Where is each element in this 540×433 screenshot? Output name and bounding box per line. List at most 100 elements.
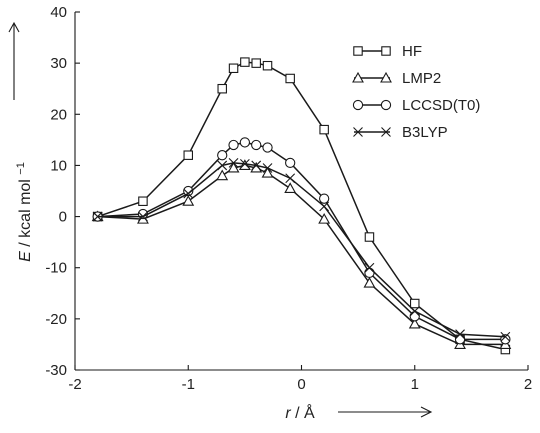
cross-stroke [251, 160, 262, 171]
y-axis-unit: kcal mol [17, 179, 34, 238]
data-point-b3lyp [228, 157, 239, 168]
data-point-b3lyp [409, 306, 420, 317]
legend-label: B3LYP [402, 124, 448, 141]
cross-stroke [285, 173, 296, 184]
series-b3lyp [92, 157, 511, 342]
legend-item-b3lyp: B3LYP [353, 124, 448, 141]
legend-item-lccsd-t0: LCCSD(T0) [352, 97, 480, 114]
x-tick-label: 1 [411, 376, 419, 393]
data-point-lccsd-t0 [454, 334, 466, 345]
cross-stroke [409, 306, 420, 317]
series-line-lmp2 [97, 164, 506, 346]
y-axis-unit-exponent: −1 [15, 162, 27, 175]
data-point-lccsd-t0 [364, 267, 375, 278]
series-line-lccsd-t0 [97, 141, 506, 341]
data-point-lmp2 [408, 317, 421, 329]
legend-marker [352, 71, 364, 83]
data-point-lccsd-t0 [228, 139, 239, 151]
data-point-hf [183, 150, 194, 160]
legend: HF LMP2 LCCSD(T0) B3LYP [352, 43, 480, 141]
cross-stroke [262, 163, 273, 173]
data-point-b3lyp [239, 159, 250, 169]
y-tick-label: -30 [45, 362, 67, 379]
y-tick-label: 20 [50, 106, 67, 123]
y-tick-label: -10 [45, 260, 67, 277]
x-tick-label: -1 [182, 376, 195, 393]
cross-stroke [138, 211, 148, 222]
legend-marker [353, 127, 363, 137]
legend-marker [380, 71, 392, 83]
cross-stroke [364, 262, 375, 273]
y-tick-label: 40 [50, 4, 67, 21]
data-point-lccsd-t0 [239, 137, 251, 148]
series-layer [91, 57, 512, 355]
x-tick-label: -2 [68, 376, 81, 393]
data-point-hf [319, 124, 329, 135]
x-axis-var: r [285, 405, 291, 422]
y-tick-label: 30 [50, 55, 67, 72]
data-point-lmp2 [216, 169, 229, 181]
data-point-lccsd-t0 [251, 139, 262, 151]
cross-stroke [381, 127, 391, 137]
legend-marker [380, 99, 392, 111]
legend-marker [381, 46, 391, 56]
series-lmp2 [91, 159, 512, 349]
x-axis-unit: Å [304, 403, 315, 422]
y-axis-var: E [17, 251, 34, 262]
data-point-lmp2 [363, 276, 376, 288]
data-point-hf [262, 60, 273, 71]
data-point-hf [251, 58, 261, 68]
y-tick-label: -20 [45, 311, 67, 328]
data-point-hf [228, 63, 239, 74]
data-point-lccsd-t0 [183, 185, 194, 197]
legend-label: LMP2 [402, 70, 441, 87]
data-point-hf [240, 57, 250, 67]
data-point-b3lyp [262, 163, 273, 173]
x-tick-label: 2 [524, 376, 532, 393]
series-line-hf [97, 61, 506, 351]
data-point-lmp2 [261, 166, 274, 178]
cross-stroke [455, 329, 465, 340]
data-point-b3lyp [455, 329, 465, 340]
data-point-b3lyp [138, 211, 148, 222]
data-point-lccsd-t0 [262, 142, 273, 153]
data-point-b3lyp [92, 211, 103, 222]
cross-stroke [353, 127, 363, 137]
data-point-hf [364, 232, 375, 242]
data-point-b3lyp [183, 188, 194, 199]
data-point-lccsd-t0 [217, 150, 228, 161]
data-point-b3lyp [500, 331, 511, 342]
legend-item-hf: HF [353, 43, 422, 60]
cross-stroke [500, 331, 511, 342]
data-point-hf [217, 83, 227, 94]
x-axis-arrow-icon [338, 406, 433, 418]
cross-stroke [239, 159, 250, 169]
series-line-b3lyp [97, 162, 506, 338]
data-point-lmp2 [284, 182, 297, 193]
y-axis-title: E / kcal mol −1 [15, 162, 34, 262]
legend-label: LCCSD(T0) [402, 97, 480, 114]
data-point-lccsd-t0 [318, 193, 330, 204]
cross-stroke [217, 160, 228, 171]
x-axis-title: r / Å [285, 403, 315, 422]
data-point-lmp2 [227, 161, 240, 173]
x-tick-label: 0 [297, 376, 305, 393]
legend-marker [353, 46, 363, 56]
data-point-hf [138, 196, 148, 206]
legend-item-lmp2: LMP2 [352, 70, 441, 87]
data-point-lmp2 [318, 212, 331, 224]
legend-marker [352, 99, 364, 111]
data-point-lmp2 [182, 195, 195, 206]
cross-stroke [183, 188, 194, 199]
legend-marker [381, 127, 391, 137]
data-point-hf [285, 73, 295, 84]
data-point-b3lyp [364, 262, 375, 273]
cross-stroke [228, 157, 239, 168]
series-lccsd-t0 [92, 137, 511, 345]
cross-stroke [319, 201, 330, 212]
data-point-b3lyp [251, 160, 262, 171]
y-axis-arrow-icon [8, 21, 20, 100]
y-tick-label: 0 [59, 209, 67, 226]
